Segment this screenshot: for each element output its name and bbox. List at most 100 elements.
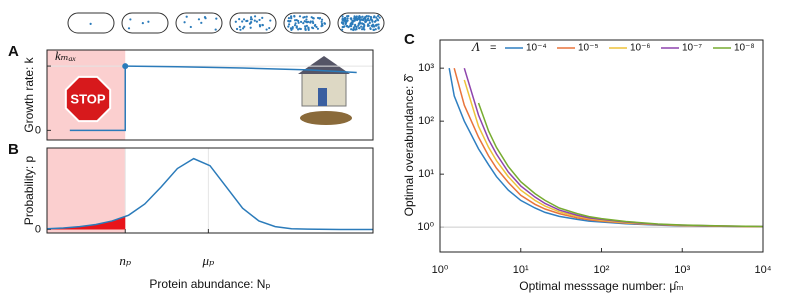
y-tick-label: kₘₐₓ [55,48,77,63]
cell-dot [305,15,308,18]
cell-dot [239,28,242,31]
cell-dot [303,20,306,23]
cell-dot [234,20,237,23]
cell-icon [337,12,385,34]
x-tick-label: 10⁴ [755,264,772,276]
data-line [463,79,763,228]
cell-dot [258,25,262,28]
cell-dot [305,21,309,24]
cell-dot [377,23,380,26]
legend-label: 10⁻⁴ [526,43,547,54]
cell-dot [372,16,376,19]
cell-dot [368,21,371,24]
cell-dot [341,17,344,20]
cell-dot [241,27,245,30]
x-tick-label: 10² [594,264,610,276]
cell-dot [366,19,369,22]
cell-dot [323,22,326,25]
cell-dot [298,15,302,18]
cell-dot [127,27,131,30]
data-line [47,157,373,231]
cell-dot [235,27,239,31]
cell-dot [320,25,323,28]
cell-dot [364,16,367,19]
cell-dot [358,21,361,24]
cell-dot [365,15,368,18]
cell-dot [305,24,309,27]
cell-dot [352,27,355,31]
cell-dot [241,20,244,23]
cell-dot [351,21,354,24]
panel-label: C [404,31,415,48]
y-tick-label: 0 [35,124,41,136]
tail-fill [47,216,126,230]
cell-dot [287,17,291,20]
cell-dot [302,22,305,25]
cell-dot [304,25,307,28]
cell-dot [342,22,345,25]
shade-region [47,148,126,233]
legend-label: 10⁻⁷ [682,43,702,54]
cell-dot [354,18,357,21]
cell-dot [243,25,246,28]
legend-label: 10⁻⁶ [630,43,651,54]
cell-dot [311,20,314,23]
cell-dot [341,28,344,31]
cell-dot [357,24,360,27]
cell-dot [309,20,312,23]
cell-dot [293,14,296,18]
cell-dot [288,20,291,23]
y-axis-label: Probability: p [22,155,36,225]
y-tick-label: 10⁰ [417,221,434,233]
plot-frame [46,147,374,234]
cell-dot [312,17,315,20]
cell-icon [283,12,331,34]
cell-dot [253,15,257,18]
cell-dot [255,20,259,23]
cell-dot [345,15,349,18]
cell-dot [294,22,297,25]
legend-label: 10⁻⁸ [734,43,755,54]
cell-dot [291,27,294,30]
cell-dot [245,19,248,23]
x-tick-label: nₚ [119,253,131,268]
cell-dot [320,22,324,26]
cell-dot [238,25,241,28]
cell-dot [358,14,361,18]
cell-dot [253,19,256,22]
cell-dot [250,16,253,19]
cell-dot [265,28,268,31]
cell-dot [364,18,367,21]
plot-frame [46,49,374,141]
x-axis-label: Optimal messsage number: μ̂ₘ [519,279,683,293]
y-axis-label: Growth rate: k [22,56,36,132]
cell-dot [344,23,347,26]
data-line [463,67,763,228]
legend-title: Λ [470,39,480,54]
cell-dot [376,14,380,18]
y-tick-label: 10³ [418,62,434,74]
cell-dot [305,18,308,21]
panel-label: B [8,141,19,158]
cell-dot [287,25,290,28]
step-point [122,63,129,70]
cell-dot [350,17,353,20]
cell-dot [258,18,261,22]
legend-label: 10⁻⁵ [578,43,599,54]
x-axis-label: Protein abundance: Nₚ [149,277,270,291]
cell-dot [371,19,374,22]
cell-dot [314,23,317,27]
cell-dot [197,18,201,21]
x-tick-label: 10¹ [513,264,529,276]
cell-dot [269,19,272,22]
cell-dot [289,27,293,30]
cell-dot [261,23,264,27]
x-tick-label: μₚ [202,253,215,268]
cell-dot [345,19,349,22]
cell-dot [366,23,370,26]
cell-icons [67,12,385,34]
stop-text: STOP [70,91,105,106]
cell-dot [345,24,349,28]
